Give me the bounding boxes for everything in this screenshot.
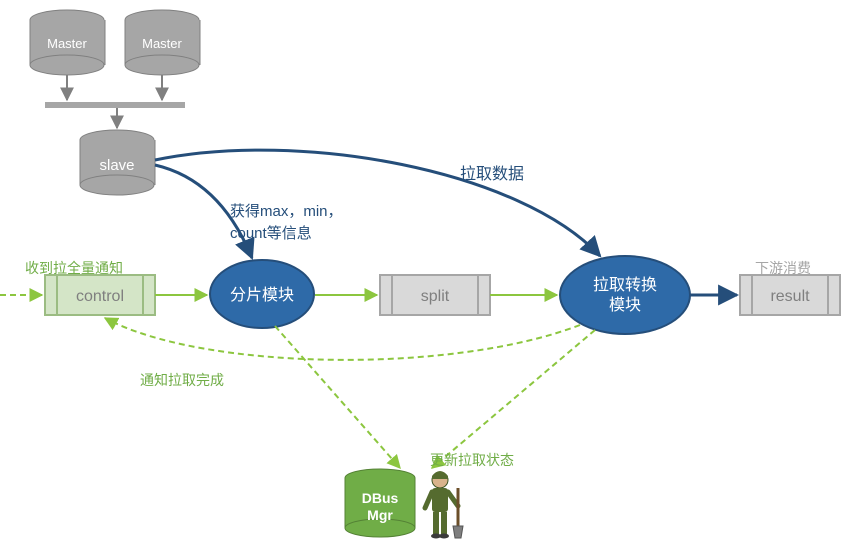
node-slave: slave bbox=[80, 130, 155, 195]
label-downstream: 下游消费 bbox=[755, 258, 811, 278]
node-control: control bbox=[45, 275, 155, 315]
node-master1: Master bbox=[30, 10, 105, 75]
worker-icon bbox=[425, 471, 463, 539]
svg-text:slave: slave bbox=[99, 157, 134, 174]
node-sharding: 分片模块 bbox=[210, 260, 314, 328]
svg-text:Master: Master bbox=[47, 36, 87, 51]
svg-text:Mgr: Mgr bbox=[367, 507, 393, 523]
node-result: result bbox=[740, 275, 840, 315]
svg-text:DBus: DBus bbox=[362, 490, 399, 506]
svg-text:模块: 模块 bbox=[609, 296, 641, 314]
svg-text:拉取转换: 拉取转换 bbox=[593, 276, 657, 294]
diagram-canvas: Master Master slave control 分片模块 bbox=[0, 0, 849, 546]
bus-bar bbox=[45, 102, 185, 108]
node-dbus: DBus Mgr bbox=[345, 469, 415, 537]
svg-text:control: control bbox=[76, 288, 124, 305]
edge-sharding-dbus bbox=[275, 326, 400, 468]
label-recv-notify: 收到拉全量通知 bbox=[25, 258, 123, 278]
label-get-max: 获得max，min， bbox=[230, 200, 343, 221]
label-done-notify: 通知拉取完成 bbox=[140, 370, 224, 390]
edge-pull-dbus bbox=[432, 330, 595, 468]
svg-text:Master: Master bbox=[142, 36, 182, 51]
svg-text:分片模块: 分片模块 bbox=[230, 286, 294, 304]
edge-pull-control bbox=[105, 318, 580, 360]
label-update-status: 更新拉取状态 bbox=[430, 450, 514, 470]
svg-text:split: split bbox=[421, 288, 450, 305]
label-pull-data: 拉取数据 bbox=[460, 160, 524, 184]
edge-slave-pull bbox=[155, 150, 600, 256]
node-master2: Master bbox=[125, 10, 200, 75]
label-get-count: count等信息 bbox=[230, 222, 312, 243]
node-pull: 拉取转换 模块 bbox=[560, 256, 690, 334]
svg-text:result: result bbox=[770, 288, 810, 305]
node-split: split bbox=[380, 275, 490, 315]
